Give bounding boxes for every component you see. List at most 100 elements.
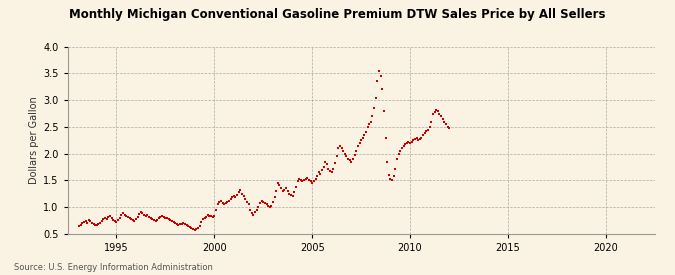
Point	[109, 219, 120, 224]
Text: Monthly Michigan Conventional Gasoline Premium DTW Sales Price by All Sellers: Monthly Michigan Conventional Gasoline P…	[70, 8, 605, 21]
Point	[211, 208, 221, 212]
Point	[433, 109, 443, 113]
Point	[273, 181, 284, 185]
Point	[128, 218, 138, 222]
Point	[248, 213, 259, 217]
Point	[175, 222, 186, 226]
Point	[159, 214, 169, 219]
Point	[312, 174, 323, 178]
Point	[238, 194, 249, 199]
Point	[286, 193, 296, 197]
Point	[348, 157, 358, 161]
Point	[354, 141, 365, 145]
Point	[263, 204, 273, 208]
Point	[147, 217, 158, 222]
Point	[424, 125, 435, 129]
Point	[306, 181, 317, 185]
Point	[191, 227, 202, 232]
Point	[385, 177, 396, 182]
Point	[372, 79, 383, 84]
Point	[198, 217, 209, 221]
Point	[256, 199, 267, 203]
Point	[423, 127, 433, 132]
Point	[364, 122, 375, 127]
Point	[234, 190, 244, 194]
Point	[126, 217, 136, 221]
Point	[199, 216, 210, 220]
Point	[168, 220, 179, 224]
Point	[290, 185, 301, 189]
Point	[82, 220, 92, 225]
Point	[356, 138, 367, 142]
Point	[406, 140, 417, 144]
Point	[144, 214, 155, 219]
Point	[374, 68, 385, 73]
Point	[183, 224, 194, 228]
Point	[209, 213, 220, 218]
Point	[155, 214, 166, 219]
Point	[90, 222, 101, 227]
Point	[122, 214, 133, 219]
Point	[245, 208, 256, 212]
Point	[250, 210, 261, 214]
Point	[160, 216, 171, 220]
Point	[411, 135, 422, 140]
Point	[271, 189, 281, 193]
Point	[217, 200, 228, 205]
Point	[267, 199, 278, 204]
Point	[206, 214, 217, 218]
Point	[343, 157, 354, 161]
Point	[325, 169, 335, 173]
Text: Source: U.S. Energy Information Administration: Source: U.S. Energy Information Administ…	[14, 263, 213, 272]
Point	[439, 119, 450, 124]
Point	[340, 152, 350, 156]
Point	[186, 226, 197, 231]
Point	[336, 146, 347, 150]
Point	[117, 211, 128, 216]
Point	[282, 189, 293, 193]
Point	[418, 133, 429, 137]
Point	[269, 195, 280, 200]
Point	[106, 216, 117, 221]
Point	[259, 200, 270, 205]
Point	[240, 197, 250, 201]
Point	[315, 172, 326, 176]
Point	[419, 131, 430, 136]
Point	[392, 157, 402, 161]
Point	[114, 216, 125, 220]
Point	[287, 194, 298, 199]
Point	[313, 170, 324, 175]
Point	[346, 160, 357, 164]
Point	[413, 138, 424, 142]
Point	[139, 213, 150, 217]
Point	[100, 216, 111, 220]
Point	[108, 218, 119, 222]
Point	[93, 222, 104, 226]
Point	[75, 222, 86, 227]
Point	[380, 135, 391, 140]
Point	[402, 141, 412, 145]
Point	[387, 178, 398, 183]
Point	[188, 227, 198, 232]
Point	[173, 222, 184, 227]
Point	[136, 210, 146, 214]
Point	[251, 208, 262, 212]
Point	[308, 179, 319, 184]
Point	[304, 178, 315, 183]
Point	[167, 219, 178, 223]
Point	[277, 189, 288, 193]
Point	[289, 190, 300, 194]
Point	[421, 129, 432, 133]
Point	[297, 179, 308, 184]
Point	[119, 212, 130, 217]
Point	[398, 143, 409, 148]
Point	[298, 178, 309, 183]
Point	[225, 197, 236, 201]
Point	[200, 214, 211, 219]
Point	[333, 146, 344, 150]
Point	[429, 110, 440, 114]
Point	[181, 222, 192, 227]
Point	[379, 109, 389, 113]
Point	[382, 160, 393, 164]
Point	[105, 214, 115, 218]
